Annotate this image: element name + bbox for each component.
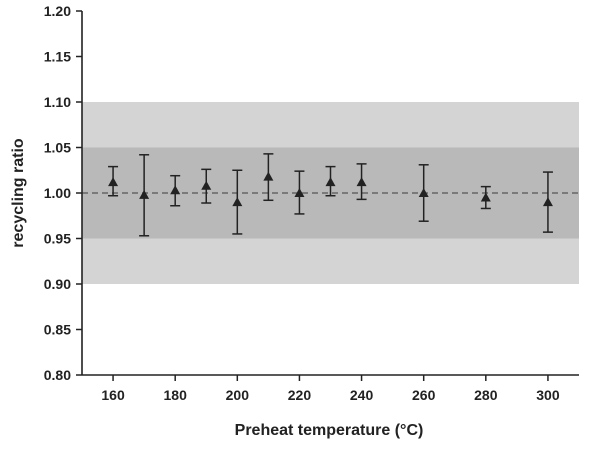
triangle-marker — [542, 197, 553, 207]
triangle-marker — [263, 171, 274, 181]
data-point — [325, 165, 336, 197]
data-point — [418, 164, 429, 222]
y-tick-label: 1.10 — [44, 94, 71, 110]
x-axis-title: Preheat temperature (°C) — [235, 422, 424, 439]
y-tick-label: 0.90 — [44, 276, 71, 292]
x-tick-label: 160 — [101, 387, 125, 403]
y-tick-label: 1.15 — [44, 49, 71, 65]
triangle-marker — [294, 188, 305, 197]
x-axis-ticks: 160 180 200 220 240 260 280 300 — [101, 375, 560, 403]
y-tick-label: 0.85 — [44, 322, 71, 338]
x-tick-label: 260 — [412, 387, 436, 403]
y-tick-label: 1.05 — [44, 140, 71, 156]
triangle-marker — [480, 192, 491, 202]
y-axis-ticks: 0.80 0.85 0.90 0.95 1.00 1.05 1.10 1.15 1.20 — [44, 3, 82, 383]
data-points — [108, 153, 553, 237]
x-tick-label: 220 — [288, 387, 312, 403]
data-point — [263, 153, 274, 202]
triangle-marker — [356, 177, 367, 187]
data-point — [170, 174, 181, 207]
triangle-marker — [139, 189, 150, 199]
triangle-marker — [325, 177, 336, 187]
x-tick-label: 180 — [164, 387, 188, 403]
triangle-marker — [418, 188, 429, 197]
x-tick-label: 280 — [474, 387, 498, 403]
data-point — [480, 185, 491, 210]
x-tick-label: 200 — [226, 387, 250, 403]
x-tick-label: 240 — [350, 387, 374, 403]
x-tick-label: 300 — [536, 387, 560, 403]
triangle-marker — [170, 185, 181, 195]
triangle-marker — [201, 180, 212, 190]
data-point — [232, 169, 243, 235]
data-point — [201, 168, 212, 204]
y-tick-label: 1.20 — [44, 3, 71, 19]
data-point — [542, 171, 553, 233]
triangle-marker — [108, 177, 119, 187]
data-point — [139, 154, 150, 237]
y-tick-label: 0.95 — [44, 231, 71, 247]
data-point — [294, 170, 305, 215]
y-axis-title: recycling ratio — [10, 138, 27, 248]
data-point — [356, 163, 367, 201]
y-tick-label: 1.00 — [44, 185, 71, 201]
triangle-marker — [232, 197, 243, 207]
data-point — [108, 165, 119, 197]
y-tick-label: 0.80 — [44, 367, 71, 383]
